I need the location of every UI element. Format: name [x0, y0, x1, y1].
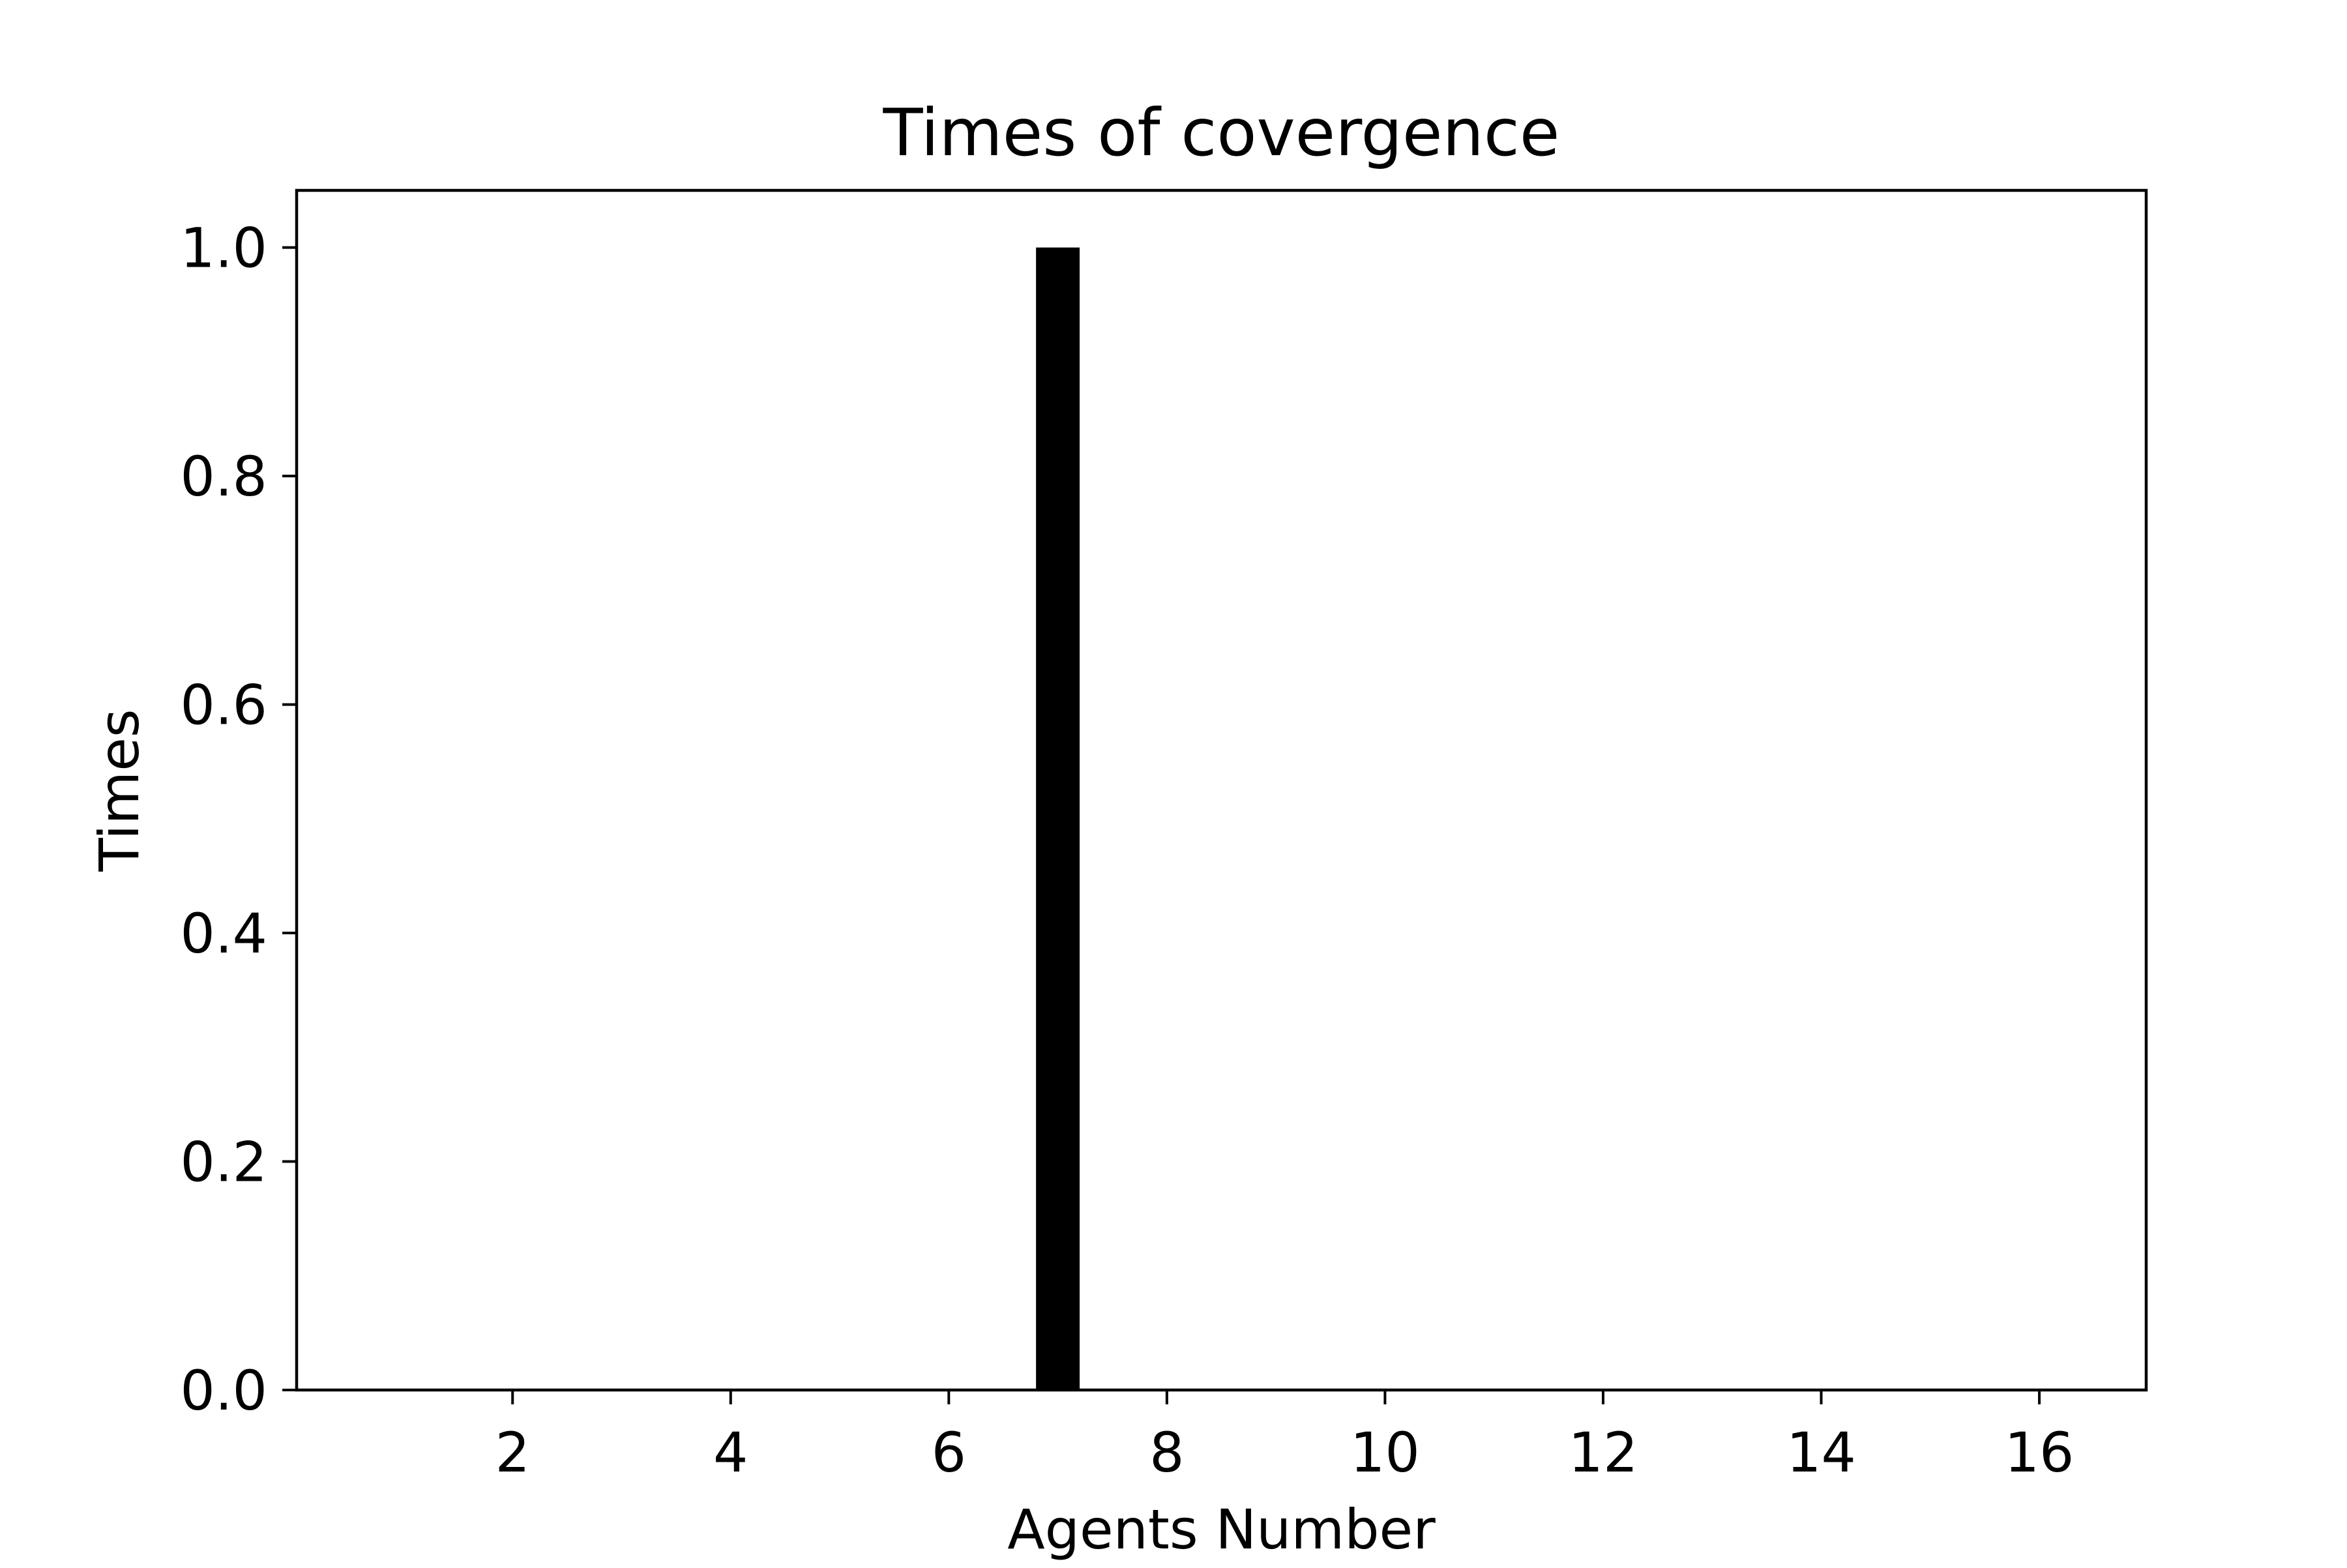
x-tick-label: 12 — [1569, 1421, 1638, 1485]
y-tick-label: 1.0 — [180, 216, 267, 280]
x-tick-label: 14 — [1786, 1421, 1856, 1485]
ticks-layer: 2 4 6 8 10 12 14 16 0.0 0.2 0.4 0.6 0.8 1.0 — [180, 216, 2074, 1485]
y-axis-label: Times — [87, 709, 151, 872]
y-tick-label: 0.2 — [180, 1131, 267, 1194]
x-tick-label: 4 — [713, 1421, 748, 1485]
y-tick-label: 0.0 — [180, 1359, 267, 1423]
chart-title: Times of covergence — [883, 95, 1560, 171]
x-tick-label: 10 — [1350, 1421, 1420, 1485]
bar-agents-7 — [1036, 247, 1080, 1391]
x-tick-label: 16 — [2005, 1421, 2074, 1485]
x-tick-label: 8 — [1149, 1421, 1184, 1485]
bars-layer — [1036, 247, 1080, 1391]
x-tick-label: 2 — [495, 1421, 529, 1485]
axes-frame — [295, 188, 2148, 1392]
x-tick-label: 6 — [932, 1421, 966, 1485]
y-tick-label: 0.6 — [180, 673, 267, 737]
y-tick-label: 0.8 — [180, 445, 267, 509]
x-axis-label: Agents Number — [1007, 1498, 1436, 1561]
y-tick-label: 0.4 — [180, 902, 267, 966]
